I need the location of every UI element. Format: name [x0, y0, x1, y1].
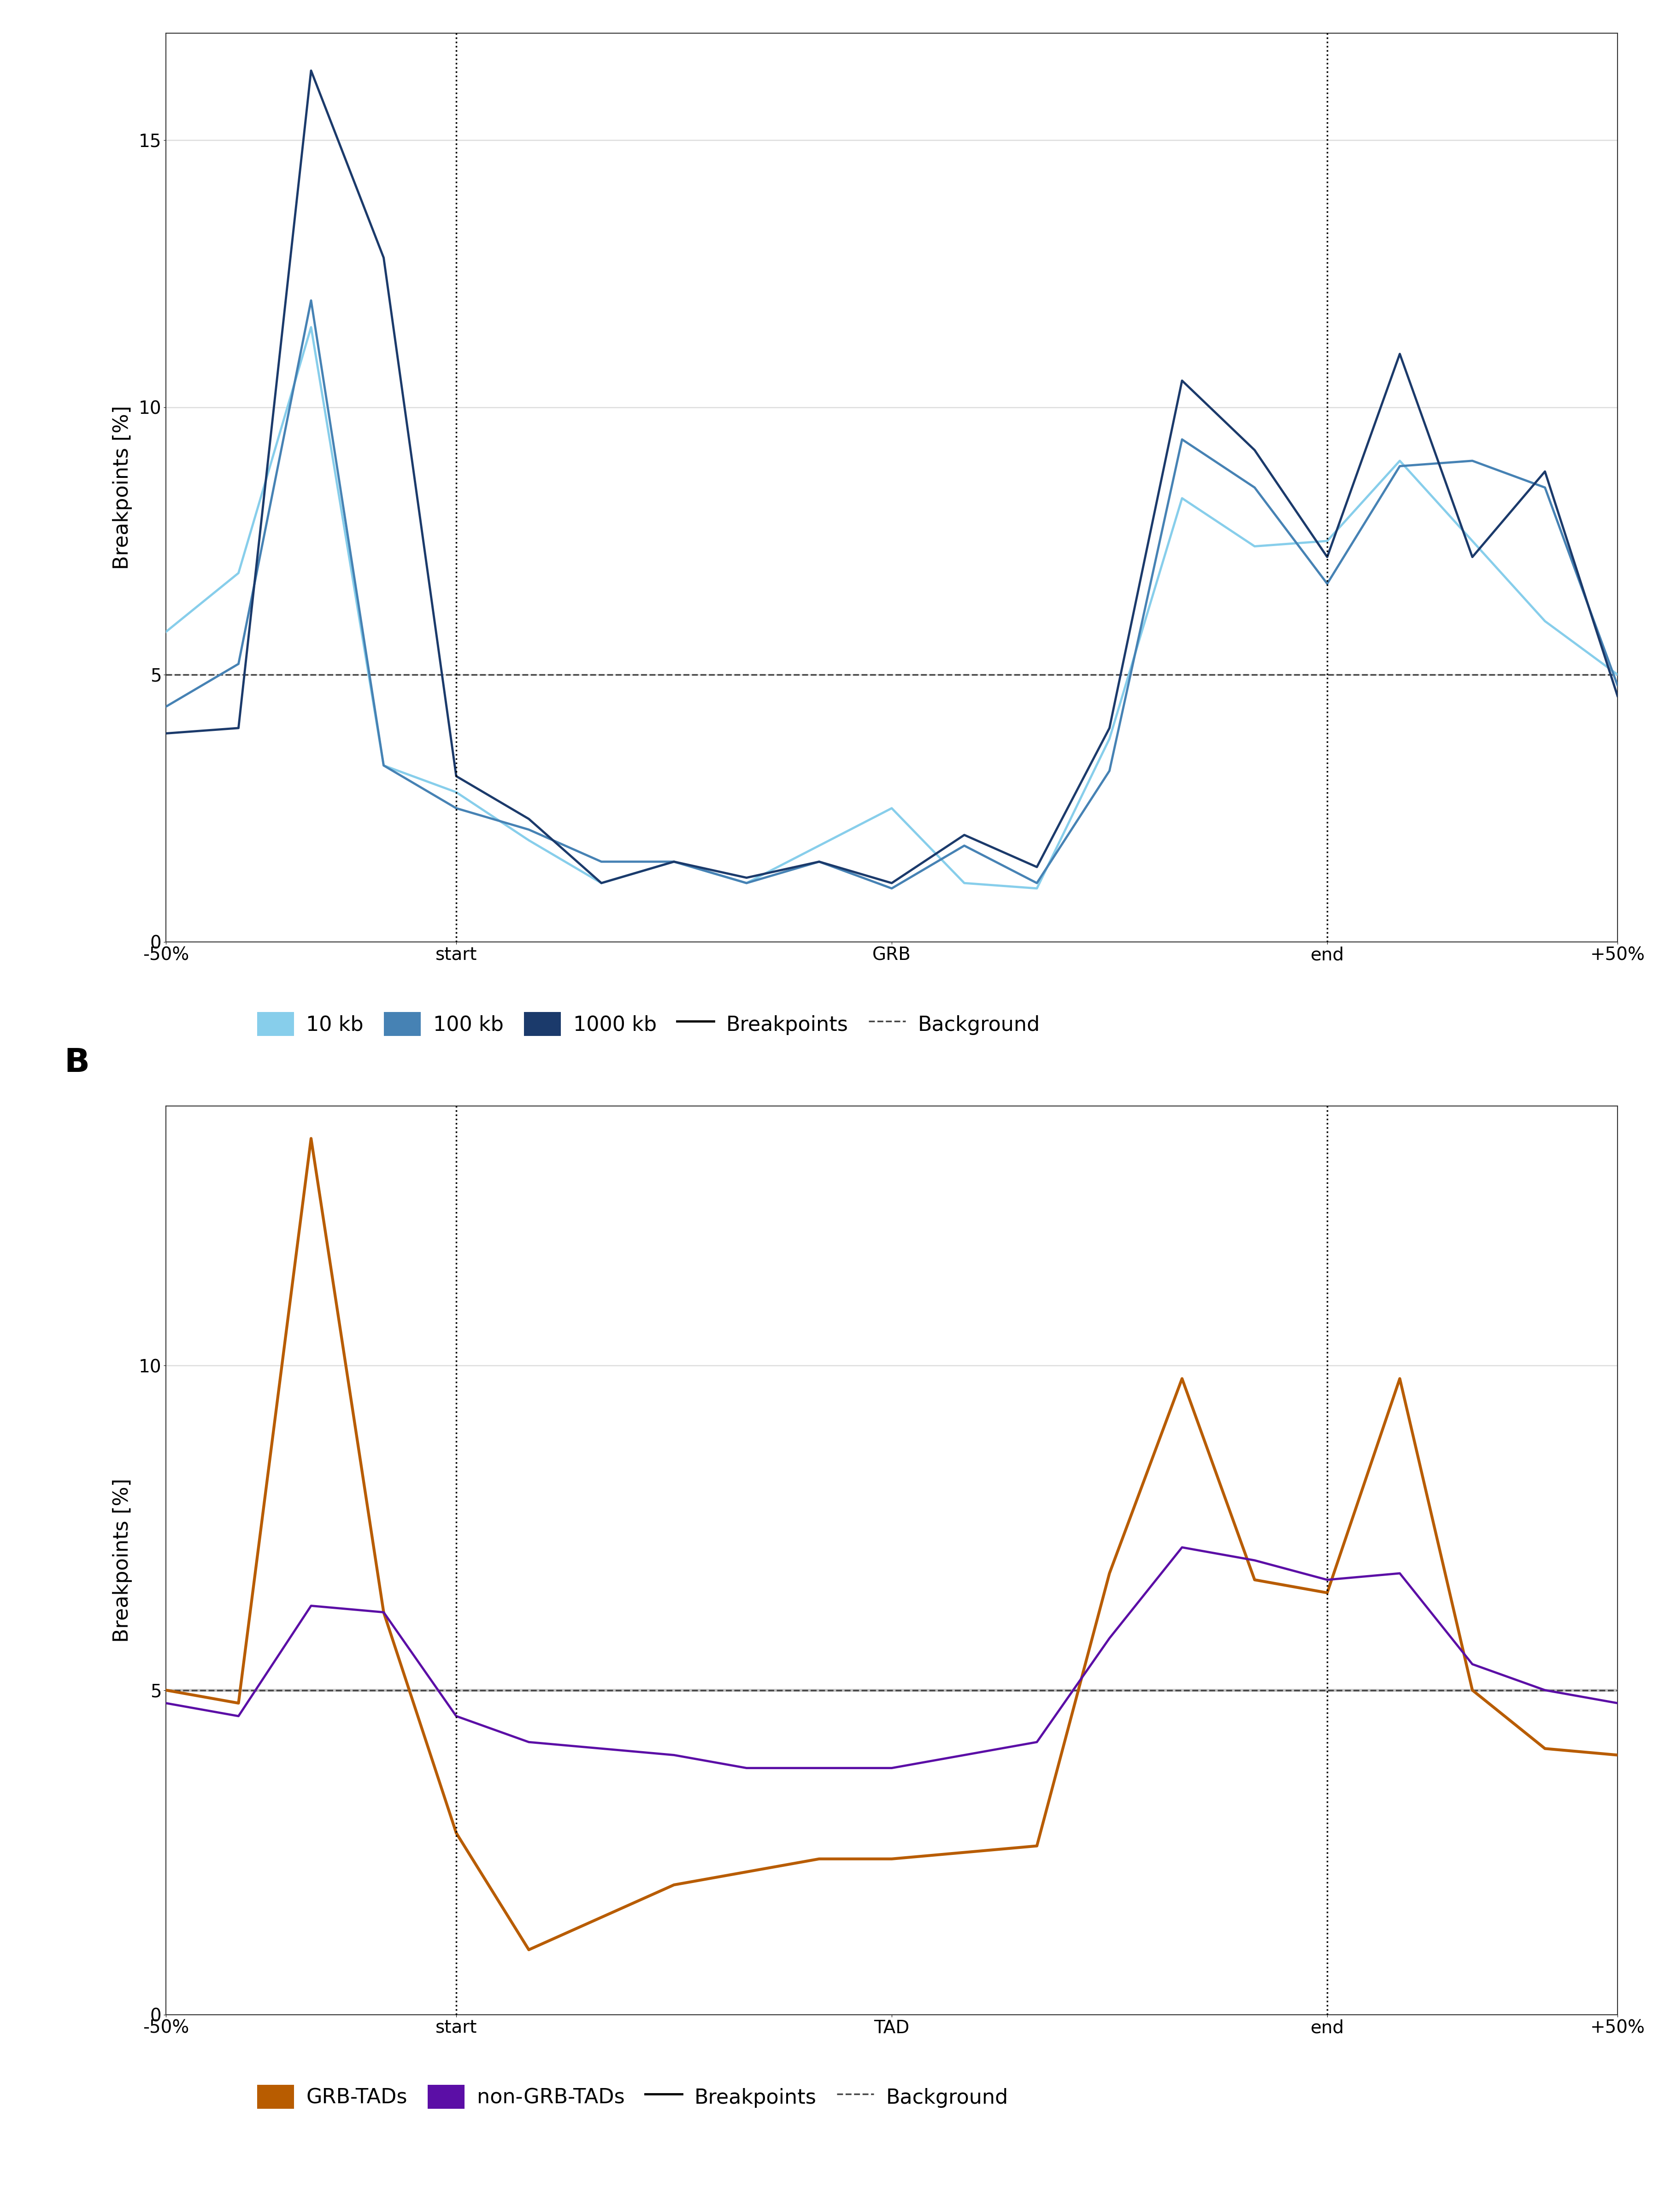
Legend: 10 kb, 100 kb, 1000 kb, Breakpoints, Background: 10 kb, 100 kb, 1000 kb, Breakpoints, Bac…	[249, 1004, 1048, 1044]
Text: A: A	[65, 0, 90, 7]
Y-axis label: Breakpoints [%]: Breakpoints [%]	[113, 1478, 133, 1641]
Y-axis label: Breakpoints [%]: Breakpoints [%]	[113, 405, 133, 568]
Legend: GRB-TADs, non-GRB-TADs, Breakpoints, Background: GRB-TADs, non-GRB-TADs, Breakpoints, Bac…	[249, 2077, 1017, 2117]
Text: B: B	[65, 1046, 90, 1079]
